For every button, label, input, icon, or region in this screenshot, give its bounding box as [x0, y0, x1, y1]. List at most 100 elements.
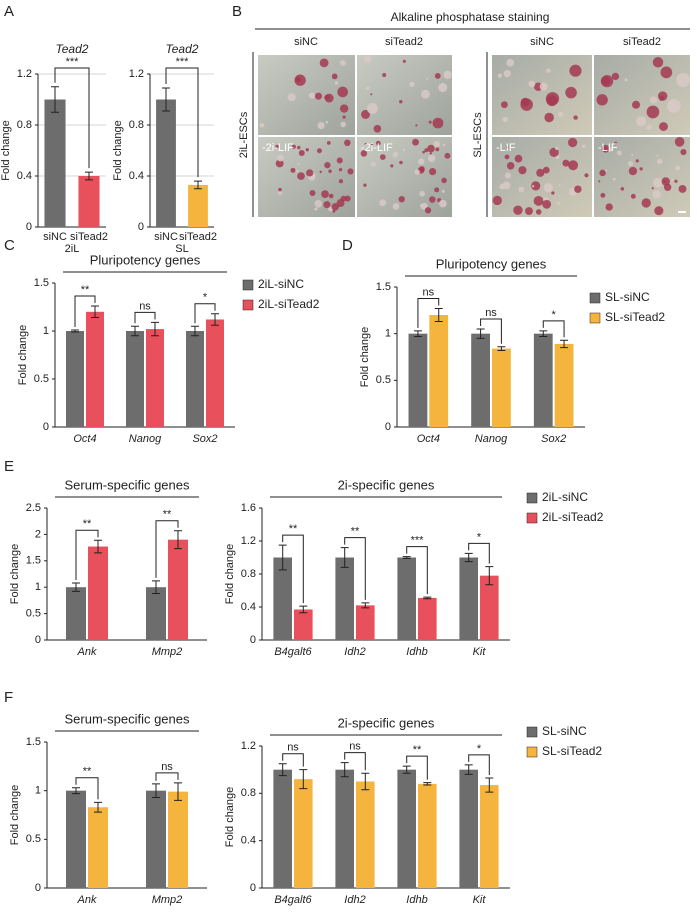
bar [44, 99, 66, 227]
significance-label: ** [289, 523, 298, 535]
colony [612, 177, 616, 181]
colony [506, 161, 515, 170]
significance-label: *** [411, 535, 425, 547]
error-bar [72, 787, 80, 795]
colony [533, 196, 544, 206]
error-bar [485, 566, 494, 586]
colony [657, 91, 668, 101]
significance-bracket [344, 752, 366, 771]
colony [366, 103, 378, 114]
error-bar [71, 329, 79, 333]
significance-bracket [417, 297, 440, 328]
error-bar [476, 328, 485, 339]
image-label: -LIF [496, 142, 516, 154]
colony [528, 80, 536, 88]
x-tick-label: Idhb [406, 646, 427, 658]
colony [324, 93, 334, 103]
colony [361, 109, 371, 119]
colony [337, 86, 348, 98]
colony [340, 121, 347, 128]
significance-label: * [552, 309, 557, 321]
x-tick-label: Idh2 [344, 894, 365, 906]
colony [409, 81, 415, 87]
error-bar [560, 339, 569, 349]
colony [427, 144, 435, 153]
colony [379, 199, 387, 207]
bar [429, 315, 449, 427]
colony [551, 191, 555, 195]
significance-label: ns [161, 761, 173, 773]
colony [370, 143, 373, 146]
colony [314, 200, 323, 208]
colony [402, 148, 406, 151]
column-label: siTead2 [385, 36, 423, 48]
bar [188, 184, 208, 227]
x-tick-label: Ank [77, 894, 97, 906]
colony [419, 191, 425, 197]
colony [370, 161, 376, 167]
significance-bracket [542, 320, 565, 338]
legend-swatch [589, 312, 601, 324]
significance-bracket [480, 318, 502, 344]
y-axis-label: Fold change [112, 120, 124, 181]
chart-title: Serum-specific genes [65, 711, 190, 726]
bar [418, 783, 437, 888]
legend-swatch [242, 279, 254, 291]
colony [574, 185, 582, 193]
colony [567, 137, 578, 148]
colony [502, 116, 508, 123]
column-label: siNC [294, 36, 318, 48]
bar [397, 769, 416, 888]
error-bar [402, 556, 411, 559]
colony [671, 178, 675, 181]
colony [414, 169, 420, 175]
significance-bracket [468, 754, 490, 775]
colony [504, 172, 511, 179]
colony [297, 172, 305, 180]
colony [338, 179, 343, 184]
row-label: SL-ESCs [472, 112, 484, 158]
legend-label: 2iL-siNC [258, 277, 304, 291]
y-tick-label: 2 [35, 528, 41, 540]
significance-label: ** [163, 509, 172, 521]
chart-title: Tead2 [56, 42, 89, 56]
colony [277, 154, 284, 162]
panel-letter: C [4, 237, 15, 254]
chart-title: 2i-specific genes [338, 715, 435, 730]
colony [325, 120, 329, 124]
colony [617, 150, 622, 156]
colony [375, 140, 381, 146]
significance-bracket [194, 303, 216, 324]
y-tick-label: 0.8 [241, 568, 256, 580]
significance-bracket [134, 311, 156, 324]
y-tick-label: 2.5 [26, 502, 41, 514]
y-tick-label: 1.2 [129, 68, 144, 80]
colony [573, 115, 578, 120]
y-axis-label: Fold change [224, 787, 236, 848]
colony [652, 190, 662, 199]
colony [680, 148, 687, 156]
legend-label: SL-siNC [542, 724, 587, 738]
colony [635, 159, 639, 163]
significance-bracket [468, 542, 490, 564]
bar [186, 331, 204, 427]
colony [639, 167, 643, 171]
bar [492, 348, 511, 427]
colony [654, 206, 664, 216]
colony [646, 105, 660, 119]
colony [382, 72, 387, 78]
x-tick-label: siNC [43, 231, 67, 243]
error-bar [361, 602, 370, 609]
colony [556, 201, 561, 205]
colony [365, 86, 370, 91]
colony [339, 104, 349, 113]
legend-label: 2iL-siTead2 [258, 297, 320, 311]
significance-bracket [75, 777, 99, 800]
colony [569, 64, 582, 77]
colony [278, 187, 282, 192]
colony [334, 81, 339, 85]
significance-label: *** [66, 56, 80, 68]
colony [328, 169, 332, 173]
y-tick-label: 0.5 [376, 374, 391, 386]
